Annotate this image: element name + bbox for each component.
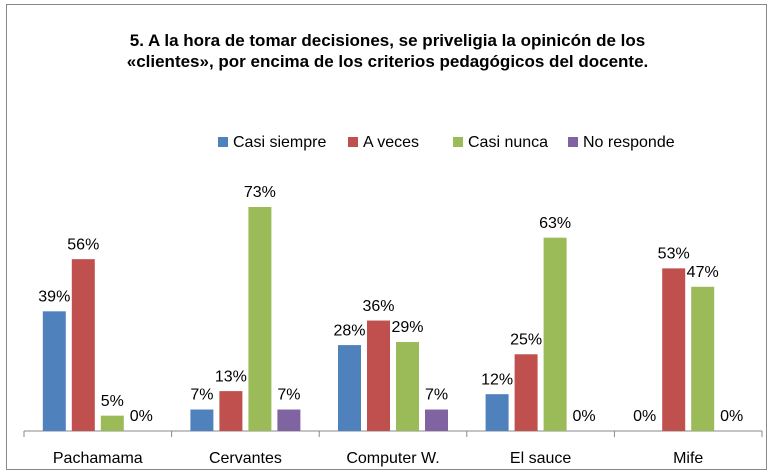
data-label: 73% xyxy=(244,184,276,201)
bar xyxy=(485,394,509,431)
bar xyxy=(396,342,419,431)
legend-label: Casi nunca xyxy=(468,134,548,151)
legend-label: A veces xyxy=(363,134,419,151)
data-label: 63% xyxy=(539,215,571,232)
bar xyxy=(338,345,361,431)
bar xyxy=(248,207,272,431)
chart-frame xyxy=(6,4,767,470)
data-label: 12% xyxy=(481,371,513,388)
legend-swatch xyxy=(218,137,228,147)
x-tick-label: Computer W. xyxy=(346,450,439,467)
x-tick-label: Cervantes xyxy=(209,450,282,467)
legend-label: Casi siempre xyxy=(233,134,326,151)
bar xyxy=(71,259,95,431)
bar xyxy=(367,320,390,431)
bar xyxy=(543,237,567,431)
data-label: 25% xyxy=(510,332,542,349)
bar xyxy=(100,415,124,431)
legend-swatch xyxy=(348,137,358,147)
data-label: 0% xyxy=(720,408,743,425)
data-label: 36% xyxy=(362,298,394,315)
bar xyxy=(42,311,66,431)
data-label: 0% xyxy=(573,408,596,425)
legend-swatch xyxy=(568,137,578,147)
data-label: 39% xyxy=(38,289,70,306)
data-label: 53% xyxy=(658,246,690,263)
data-label: 7% xyxy=(277,387,300,404)
x-tick-label: El sauce xyxy=(510,450,571,467)
data-label: 0% xyxy=(633,408,656,425)
bar xyxy=(691,286,715,431)
x-tick-label: Pachamama xyxy=(53,450,143,467)
x-tick-label: Mife xyxy=(673,450,703,467)
data-label: 28% xyxy=(333,322,365,339)
bar xyxy=(190,409,214,431)
bar xyxy=(277,409,301,431)
data-label: 29% xyxy=(391,319,423,336)
data-label: 7% xyxy=(190,387,213,404)
bar xyxy=(662,268,686,431)
data-label: 5% xyxy=(101,393,124,410)
data-label: 56% xyxy=(67,236,99,253)
legend-swatch xyxy=(453,137,463,147)
data-label: 47% xyxy=(687,264,719,281)
bar xyxy=(425,409,448,431)
data-label: 13% xyxy=(215,368,247,385)
chart-title: 5. A la hora de tomar decisiones, se pri… xyxy=(126,31,649,71)
data-label: 7% xyxy=(425,387,448,404)
bar xyxy=(219,391,243,431)
data-label: 0% xyxy=(130,408,153,425)
legend-label: No responde xyxy=(583,134,675,151)
bar xyxy=(514,354,538,431)
